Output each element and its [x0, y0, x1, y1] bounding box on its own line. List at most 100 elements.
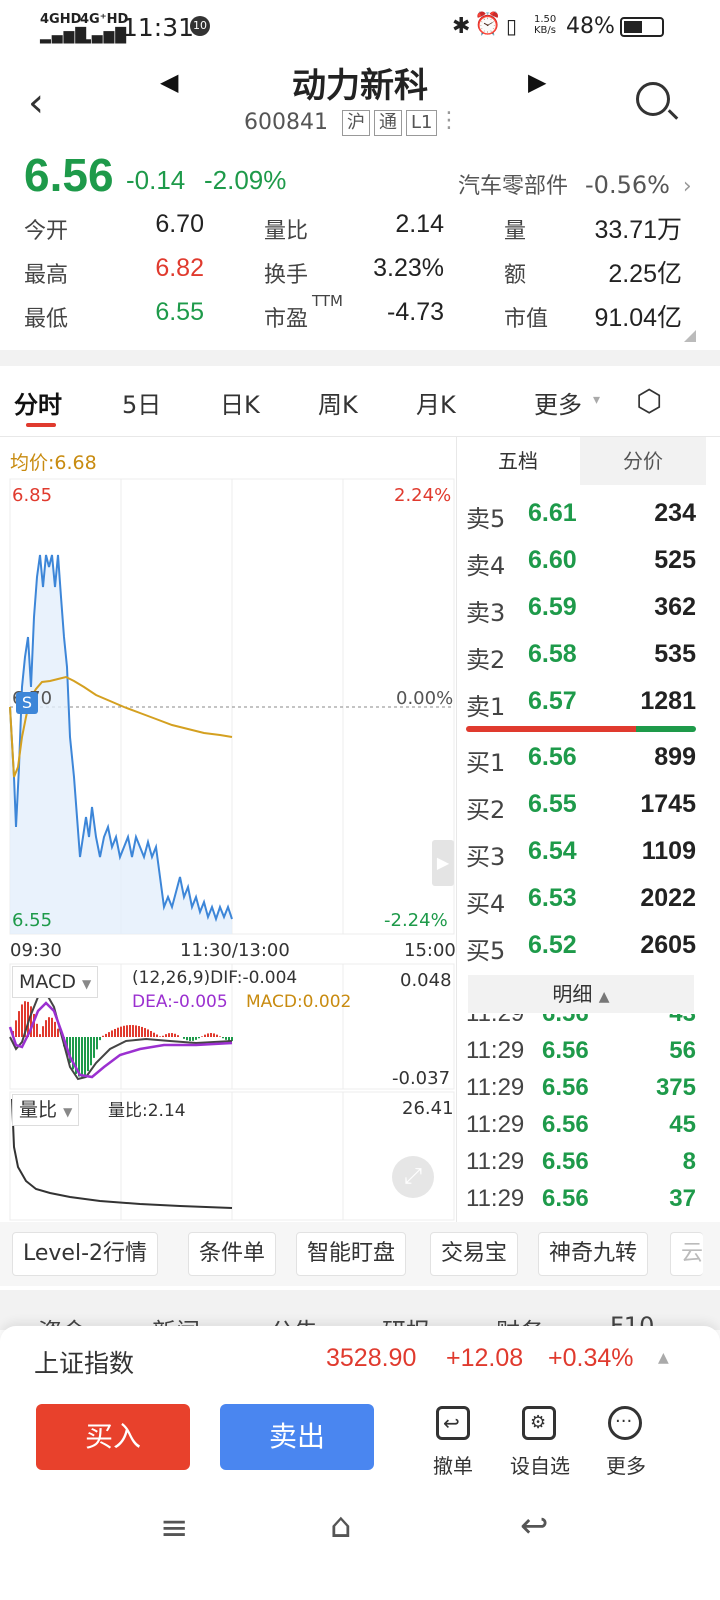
tab-five-levels[interactable]: 五档	[457, 437, 579, 485]
feature-chip[interactable]: 云	[670, 1232, 704, 1276]
stock-code: 600841	[244, 110, 328, 135]
network-indicator-1: 4GHD	[40, 12, 82, 27]
level-label: 卖3	[466, 599, 506, 627]
level-label: 买5	[466, 937, 506, 965]
macd-bar	[186, 1037, 188, 1041]
macd-bar	[165, 1034, 167, 1037]
more-label[interactable]: 更多	[606, 1454, 646, 1478]
macd-bar	[99, 1037, 101, 1041]
level-price: 6.52	[528, 931, 577, 959]
settings-hex-icon[interactable]: ⬡	[636, 384, 663, 419]
search-icon[interactable]	[636, 82, 679, 120]
macd-bar	[189, 1037, 191, 1041]
tick-list[interactable]: 11:29 6.56 43 11:29 6.56 56 11:29 6.56 375 11:29 6…	[457, 1014, 706, 1220]
macd-bar	[18, 1011, 20, 1037]
sector-link[interactable]: 汽车零部件 -0.56% ›	[458, 168, 692, 200]
level-volume: 2022	[640, 884, 696, 912]
level-volume: 234	[654, 499, 696, 527]
macd-bar	[129, 1025, 131, 1037]
stat-value: 91.04亿	[594, 304, 682, 332]
tick-time: 11:29	[466, 1074, 525, 1101]
sector-name: 汽车零部件	[458, 174, 569, 199]
divider	[0, 350, 720, 366]
macd-selector[interactable]: MACD ▼	[12, 966, 99, 998]
prev-stock-icon[interactable]: ◀	[160, 68, 179, 96]
dea-line	[8, 1001, 233, 1079]
expand-up-icon[interactable]: ▲	[658, 1350, 669, 1366]
watchlist-icon[interactable]: ⚙	[522, 1406, 556, 1440]
macd-bar	[39, 1034, 41, 1037]
menu-icon[interactable]: ≡	[160, 1508, 189, 1548]
expand-panel-icon[interactable]: ▶	[432, 840, 454, 886]
price-change-pct: -2.09%	[204, 165, 287, 195]
stat-label: 量比	[264, 219, 309, 244]
more-icon[interactable]: ···	[608, 1406, 642, 1440]
detail-toggle[interactable]: 明细 ▲	[468, 975, 694, 1013]
y-axis-high: 6.85	[12, 485, 53, 506]
back-icon[interactable]: ‹	[28, 80, 44, 126]
next-stock-icon[interactable]: ▶	[528, 68, 547, 96]
pct-axis-high: 2.24%	[394, 485, 452, 506]
level-label: 买2	[466, 796, 506, 824]
macd-bar	[219, 1036, 221, 1037]
time-mid: 11:30/13:00	[180, 940, 290, 961]
macd-bar	[225, 1037, 227, 1040]
subtab-band	[0, 1290, 720, 1330]
volume-ratio-selector[interactable]: 量比 ▼	[12, 1094, 80, 1126]
macd-bar	[120, 1026, 122, 1037]
net-speed: 1.50 KB/s	[534, 14, 557, 36]
tick-volume: 43	[669, 1014, 696, 1028]
level-price: 6.57	[528, 687, 577, 715]
sell-marker[interactable]: S	[16, 692, 38, 714]
dea-value: DEA:-0.005	[132, 992, 228, 1012]
home-icon[interactable]: ⌂	[330, 1506, 352, 1546]
feature-chip[interactable]: Level-2行情	[12, 1232, 159, 1276]
buy-button[interactable]: 买入	[36, 1404, 190, 1470]
macd-bar	[171, 1033, 173, 1037]
tab-0[interactable]: 分时	[14, 391, 62, 419]
feature-chip[interactable]: 智能盯盘	[296, 1232, 407, 1276]
macd-axis-bottom: -0.037	[392, 1068, 451, 1089]
macd-bar	[228, 1037, 230, 1041]
tab-3[interactable]: 周K	[318, 391, 358, 419]
feature-chip[interactable]: 条件单	[188, 1232, 277, 1276]
tick-price: 6.56	[542, 1111, 589, 1138]
sell-button[interactable]: 卖出	[220, 1404, 374, 1470]
tag-more-icon[interactable]: ⋮	[438, 108, 460, 133]
expand-corner-icon[interactable]	[684, 330, 696, 342]
feature-chip[interactable]: 神奇九转	[538, 1232, 649, 1276]
cancel-order-label[interactable]: 撤单	[433, 1454, 473, 1478]
tab-4[interactable]: 月K	[416, 391, 456, 419]
level-volume: 1109	[641, 837, 696, 865]
sector-pct: -0.56%	[585, 171, 670, 199]
macd-bar	[192, 1037, 194, 1041]
tab-price-distribution[interactable]: 分价	[580, 437, 706, 485]
tab-5[interactable]: 更多	[534, 391, 582, 419]
level-volume: 1281	[640, 687, 696, 715]
macd-bar	[153, 1032, 155, 1037]
back-nav-icon[interactable]: ↩	[520, 1506, 549, 1546]
macd-bar	[132, 1025, 134, 1037]
macd-bar	[69, 1037, 71, 1063]
macd-bar	[123, 1025, 125, 1037]
volume-ratio-value: 量比:2.14	[108, 1101, 186, 1121]
fullscreen-icon[interactable]: ⤢	[392, 1156, 434, 1198]
intraday-chart[interactable]	[0, 437, 456, 1222]
level-label: 卖4	[466, 552, 506, 580]
tick-volume: 45	[669, 1111, 696, 1138]
feature-chip[interactable]: 交易宝	[430, 1232, 519, 1276]
dropdown-icon: ▼	[63, 1105, 73, 1119]
macd-title: MACD	[19, 971, 76, 993]
cancel-order-icon[interactable]: ↩	[436, 1406, 470, 1440]
level-price: 6.60	[528, 546, 577, 574]
add-watchlist-label[interactable]: 设自选	[510, 1454, 570, 1478]
macd-bar	[204, 1034, 206, 1037]
volume-ratio-line	[11, 1098, 233, 1209]
tab-2[interactable]: 日K	[220, 391, 260, 419]
tick-volume: 56	[669, 1037, 696, 1064]
macd-bar	[210, 1033, 212, 1037]
index-name[interactable]: 上证指数	[34, 1349, 135, 1378]
macd-bar	[93, 1037, 95, 1058]
tab-1[interactable]: 5日	[122, 391, 162, 419]
macd-bar	[150, 1031, 152, 1037]
